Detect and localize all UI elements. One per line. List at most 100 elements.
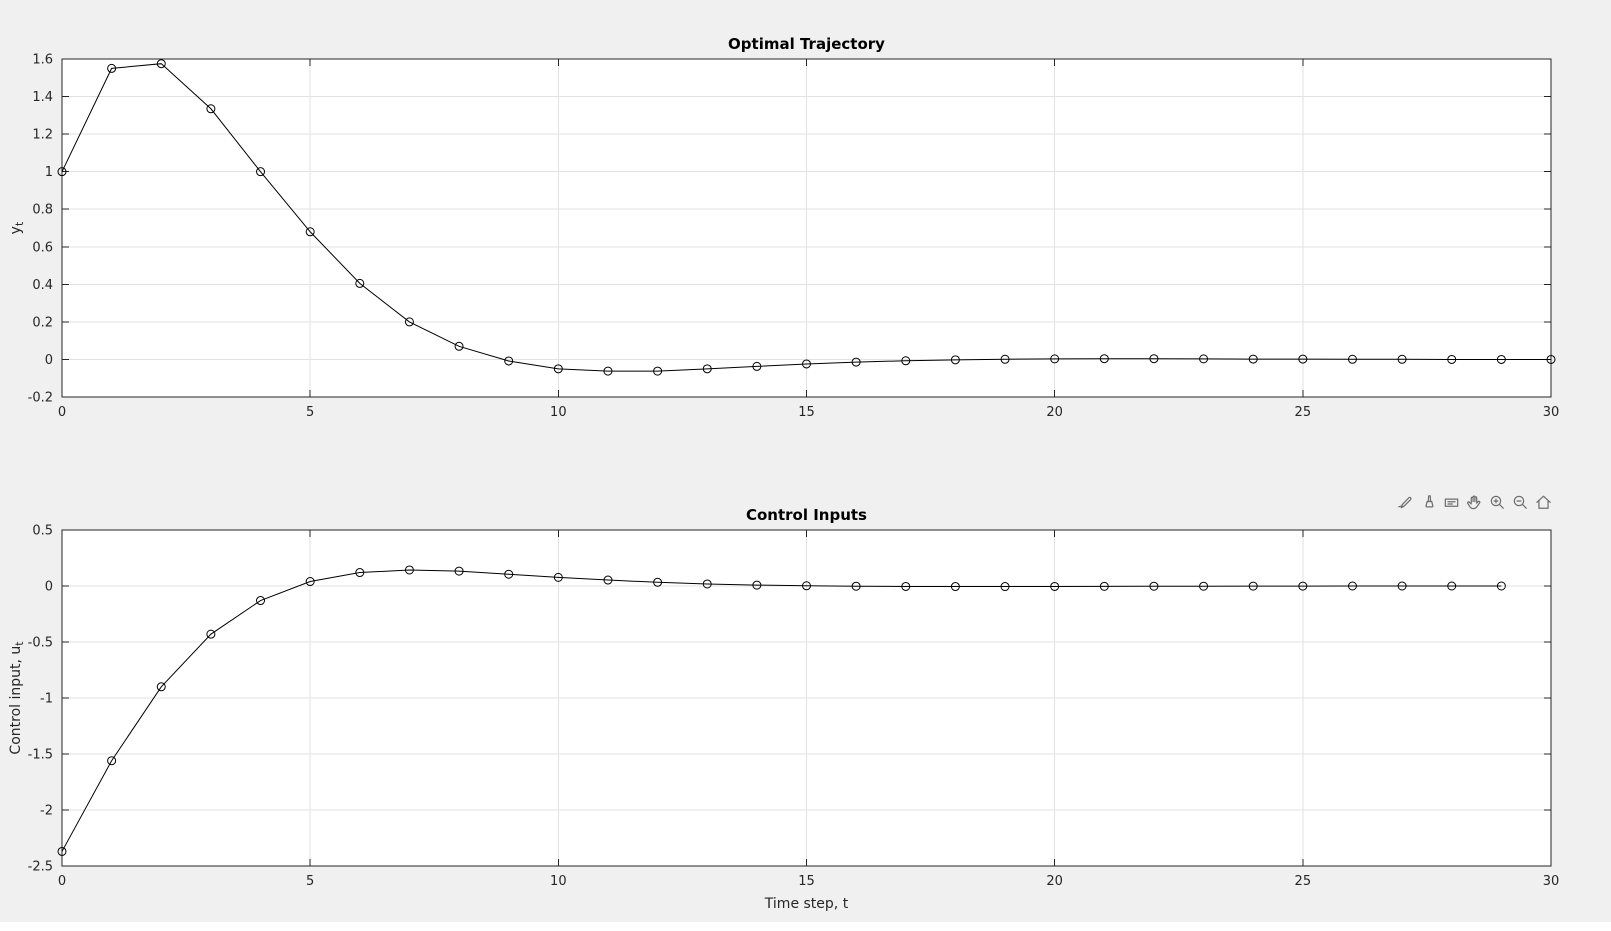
series-marker [404, 565, 414, 575]
axes [61, 58, 1552, 398]
series-marker [1347, 354, 1357, 364]
grid [62, 59, 1551, 397]
chart: 0 5 10 15 20 25 30 -0.2 0 0.2 0.4 0.6 0.8 1 1.2 1.4 1.6 O… [8, 35, 1559, 420]
series-marker [1546, 354, 1556, 364]
x-tick-label: 10 [550, 874, 567, 889]
series-marker [553, 364, 563, 374]
series-marker [206, 104, 216, 114]
series-marker [653, 366, 663, 376]
x-tick-label: 10 [550, 405, 567, 420]
series-line [61, 569, 1502, 852]
tick-labels: 0 5 10 15 20 25 30 -2.5 -2 -1.5 -1 -0.5 0 0.5 [28, 524, 1560, 890]
y-tick-label: -0.2 [28, 391, 53, 406]
series-marker [107, 63, 117, 73]
x-tick-label: 25 [1295, 874, 1312, 889]
series-marker [1298, 581, 1308, 591]
chart-title: Optimal Trajectory [728, 35, 885, 53]
series-marker [1149, 581, 1159, 591]
x-tick-label: 20 [1046, 405, 1063, 420]
series-marker [1199, 354, 1209, 364]
series-marker [1447, 581, 1457, 591]
series-line [61, 63, 1551, 372]
series-marker [404, 317, 414, 327]
series-marker [901, 581, 911, 591]
brush-icon [1425, 494, 1434, 507]
data-tips-icon [1444, 498, 1459, 507]
y-axis-label: yt [8, 221, 26, 234]
series-marker [206, 629, 216, 639]
series-marker [950, 355, 960, 365]
y-tick-label: -1 [40, 692, 53, 707]
series-marker [1248, 354, 1258, 364]
chart: 0 5 10 15 20 25 30 -2.5 -2 -1.5 -1 -0.5 0 0.5 Control … [8, 506, 1559, 912]
series-marker [1447, 354, 1457, 364]
restore-view-icon [1536, 495, 1551, 509]
y-tick-label: 0.8 [32, 203, 53, 218]
zoom-in-icon [1490, 495, 1504, 509]
zoom-in-button[interactable] [1487, 491, 1508, 513]
y-tick-label: 0.5 [32, 524, 53, 539]
series-marker [702, 579, 712, 589]
export-icon [1398, 496, 1412, 508]
x-tick-label: 20 [1046, 874, 1063, 889]
series-marker [454, 341, 464, 351]
series-marker [1149, 354, 1159, 364]
data-tips-button[interactable] [1441, 491, 1462, 513]
series-marker [1496, 581, 1506, 591]
series-marker [752, 361, 762, 371]
pan-button[interactable] [1464, 491, 1485, 513]
series-marker [305, 227, 315, 237]
series-marker [1000, 582, 1010, 592]
y-tick-label: 1.4 [32, 90, 53, 105]
zoom-out-button[interactable] [1510, 491, 1531, 513]
series-marker [256, 596, 266, 606]
series-marker [553, 572, 563, 582]
series-marker [504, 356, 514, 366]
x-tick-label: 30 [1543, 405, 1560, 420]
series-marker [1397, 354, 1407, 364]
series-marker [1397, 581, 1407, 591]
series-marker [305, 577, 315, 587]
series-marker [156, 682, 166, 692]
series-marker [454, 566, 464, 576]
series-marker [1000, 354, 1010, 364]
series-marker [156, 59, 166, 69]
pan-icon [1467, 494, 1481, 509]
series-marker [256, 167, 266, 177]
y-tick-label: 1 [45, 165, 53, 180]
series-marker [603, 575, 613, 585]
chart-title: Control Inputs [746, 506, 867, 524]
series-marker [1099, 354, 1109, 364]
series-markers [57, 565, 1506, 856]
y-tick-label: -1.5 [28, 748, 53, 763]
series-marker [1347, 581, 1357, 591]
axes-toolbar [1395, 491, 1554, 513]
x-axis-label: Time step, t [764, 896, 849, 912]
x-tick-label: 30 [1543, 874, 1560, 889]
series-marker [57, 846, 67, 856]
brush-button[interactable] [1418, 491, 1439, 513]
series-markers [57, 59, 1556, 376]
series-marker [802, 359, 811, 369]
x-tick-label: 15 [798, 874, 815, 889]
x-tick-label: 15 [798, 405, 815, 420]
series-marker [355, 278, 365, 288]
export-button[interactable] [1395, 491, 1416, 513]
series-marker [901, 356, 911, 366]
restore-view-button[interactable] [1533, 491, 1554, 513]
zoom-out-icon [1513, 495, 1527, 509]
y-tick-label: 1.2 [32, 128, 53, 143]
series-marker [1248, 581, 1258, 591]
y-tick-label: 0.6 [32, 240, 53, 255]
x-tick-label: 0 [58, 405, 66, 420]
series-marker [107, 756, 117, 766]
series-marker [1496, 354, 1506, 364]
series-marker [504, 569, 514, 579]
y-tick-label: -2 [40, 804, 53, 819]
series-marker [851, 581, 861, 591]
series-marker [653, 577, 663, 587]
series-marker [1050, 354, 1060, 364]
y-tick-label: 0 [45, 353, 53, 368]
